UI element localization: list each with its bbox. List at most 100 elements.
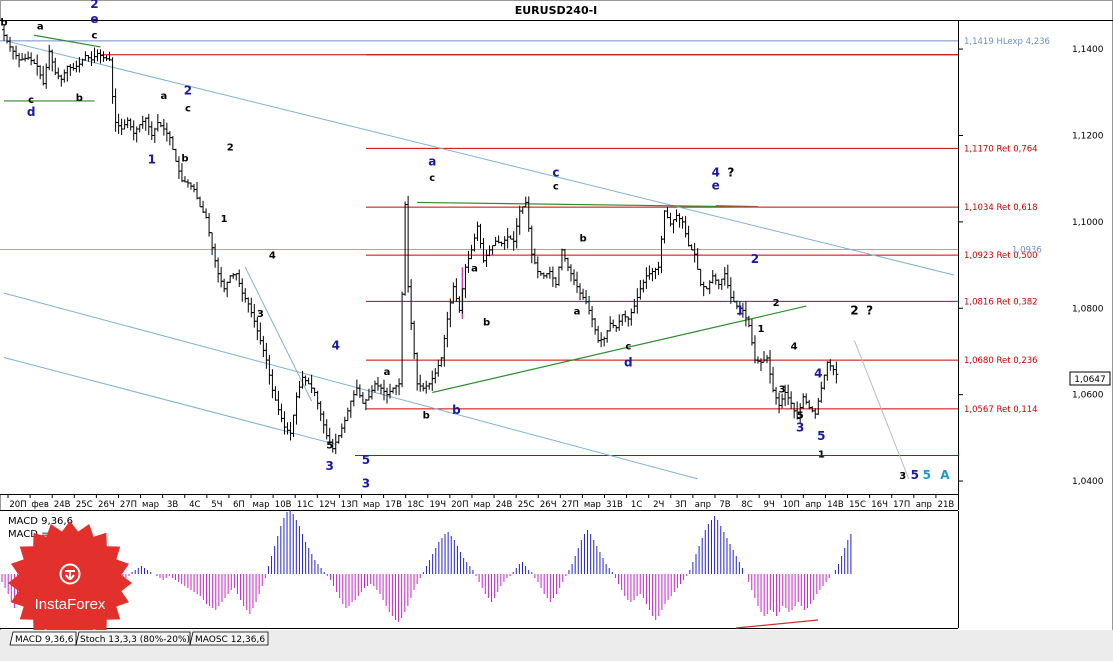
instaforex-logo: InstaForex	[8, 521, 132, 645]
price-tick-label: 1,1000	[1072, 218, 1104, 228]
wave-label: 5	[326, 441, 333, 452]
time-tick-label: 2Ч	[653, 500, 664, 510]
wave-label: 1	[221, 214, 228, 225]
trend-line	[854, 340, 910, 480]
trend-line	[244, 266, 313, 402]
wave-label: c	[625, 341, 631, 352]
wave-label: 5	[923, 468, 931, 482]
trend-line	[3, 39, 955, 276]
wave-label: 3	[362, 477, 370, 491]
level-label: 1,0567 Ret 0,114	[964, 405, 1038, 415]
chart-title: EURUSD240-I	[515, 4, 598, 17]
wave-label: 4	[814, 366, 822, 380]
wave-label: A	[940, 468, 950, 482]
current-price-tag: 1,0647	[1069, 371, 1111, 386]
time-tick-label: апр	[695, 500, 711, 510]
time-tick-label: 24В	[54, 500, 71, 510]
time-tick-label: мар	[142, 500, 159, 510]
indicator-tabs[interactable]: MACD 9,36,6 Stoch 13,3,3 (80%-20%) MAOSC…	[0, 630, 1113, 661]
wave-label: 2	[773, 298, 780, 309]
wave-label: 4	[712, 166, 720, 180]
wave-label: c	[92, 30, 98, 41]
time-tick-label: 3П	[675, 500, 687, 510]
price-tick-label: 1,0400	[1072, 477, 1104, 487]
time-tick-label: мар	[473, 500, 490, 510]
time-tick-label: 10В	[275, 500, 292, 510]
time-tick-label: 31В	[606, 500, 623, 510]
time-tick-label: 25С	[518, 500, 535, 510]
time-tick-label: 20П	[9, 500, 26, 510]
time-tick-label: 15С	[849, 500, 866, 510]
trend-line	[34, 34, 101, 48]
wave-label: 5	[362, 453, 370, 467]
current-price-label: 1,0647	[1074, 375, 1106, 385]
time-tick-label: 26Ч	[540, 500, 557, 510]
wave-label: 1	[148, 153, 156, 167]
trend-line	[3, 292, 698, 480]
wave-label: 1	[736, 304, 744, 318]
wave-label: b	[423, 410, 430, 421]
tab-maosc-label: MAOSC 12,36,6	[195, 635, 265, 645]
fibonacci-levels: 1,1419 HLexp 4,236 1,1170 Ret 0,764 1,1034…	[0, 37, 1050, 457]
wave-label: b	[0, 17, 7, 28]
time-tick-label: 24В	[496, 500, 513, 510]
level-label: 1,0923 Ret 0,500	[964, 251, 1038, 261]
wave-label: 4	[332, 338, 340, 352]
time-tick-label: 19Ч	[429, 500, 446, 510]
wave-label: a	[428, 155, 436, 169]
tab-stoch-label: Stoch 13,3,3 (80%-20%)	[80, 635, 190, 645]
macd-divergence-line	[735, 619, 819, 629]
level-label: 1,0816 Ret 0,382	[964, 297, 1038, 307]
price-tick-label: 1,0800	[1072, 304, 1104, 314]
time-tick-label: мар	[253, 500, 270, 510]
level-label: 1,1419 HLexp 4,236	[964, 37, 1050, 47]
wave-label: 4	[791, 341, 798, 352]
time-axis: 20П фев 24В 25С 26Ч 27П мар 3В 4С 5Ч 6П мар 10В 11С 12…	[7, 494, 954, 510]
tab-maosc[interactable]: MAOSC 12,36,6	[189, 631, 269, 646]
time-tick-label: 9Ч	[764, 500, 775, 510]
trend-lines	[3, 34, 955, 480]
wave-label: 3	[326, 459, 334, 473]
time-tick-label: 20П	[451, 500, 468, 510]
wave-label: b	[76, 93, 83, 104]
wave-label: a	[160, 91, 167, 102]
level-label: 1,1170 Ret 0,764	[964, 144, 1038, 154]
time-tick-label: 4С	[189, 500, 200, 510]
time-tick-label: 8С	[741, 500, 752, 510]
tab-macd-label: MACD 9,36,6	[15, 635, 74, 645]
wave-label: 1	[757, 324, 764, 335]
wave-label: 3	[257, 309, 264, 320]
tab-macd[interactable]: MACD 9,36,6	[9, 631, 77, 646]
tab-stoch[interactable]: Stoch 13,3,3 (80%-20%)	[75, 631, 191, 646]
price-pane[interactable]: 1,1419 HLexp 4,236 1,1170 Ret 0,764 1,1034…	[0, 0, 1050, 510]
wave-label: e	[90, 12, 98, 26]
trend-line	[3, 357, 336, 445]
time-tick-label: 11С	[297, 500, 314, 510]
time-tick-label: 27П	[120, 500, 137, 510]
macd-pane[interactable]: MACD 9,36,6 MACD = 0,00	[0, 510, 959, 629]
wave-label: b	[452, 403, 461, 417]
time-tick-label: апр	[805, 500, 821, 510]
time-tick-label: 16Ч	[871, 500, 888, 510]
time-tick-label: 5Ч	[211, 500, 222, 510]
logo-emblem-icon	[59, 563, 81, 585]
wave-label: b	[579, 233, 586, 244]
current-price-box	[1069, 371, 1111, 386]
time-tick-label: мар	[584, 500, 601, 510]
time-tick-label: 6П	[233, 500, 245, 510]
time-tick-label: мар	[363, 500, 380, 510]
price-axis: 1,1400 1,1200 1,1000 1,0800 1,0600 1,0400	[958, 45, 1104, 487]
price-pane-bg	[0, 21, 958, 494]
time-tick-label: 17В	[385, 500, 402, 510]
wave-label: c	[553, 181, 559, 192]
wave-label: ?	[727, 166, 734, 180]
wave-label: c	[185, 104, 191, 115]
trend-line-brown	[715, 205, 758, 208]
wave-label: 2	[227, 143, 234, 154]
time-tick-label: 12Ч	[319, 500, 336, 510]
time-tick-label: 3В	[167, 500, 178, 510]
time-tick-label: фев	[31, 500, 49, 510]
time-tick-label: 25С	[76, 500, 93, 510]
